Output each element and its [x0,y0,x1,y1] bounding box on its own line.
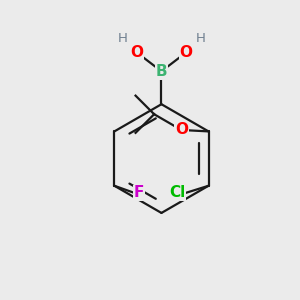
Text: H: H [117,32,127,46]
Text: Cl: Cl [169,185,185,200]
Text: O: O [130,45,144,60]
Text: O: O [175,122,188,137]
Text: F: F [134,185,144,200]
Text: B: B [156,64,167,79]
Text: H: H [196,32,206,46]
Text: O: O [179,45,192,60]
